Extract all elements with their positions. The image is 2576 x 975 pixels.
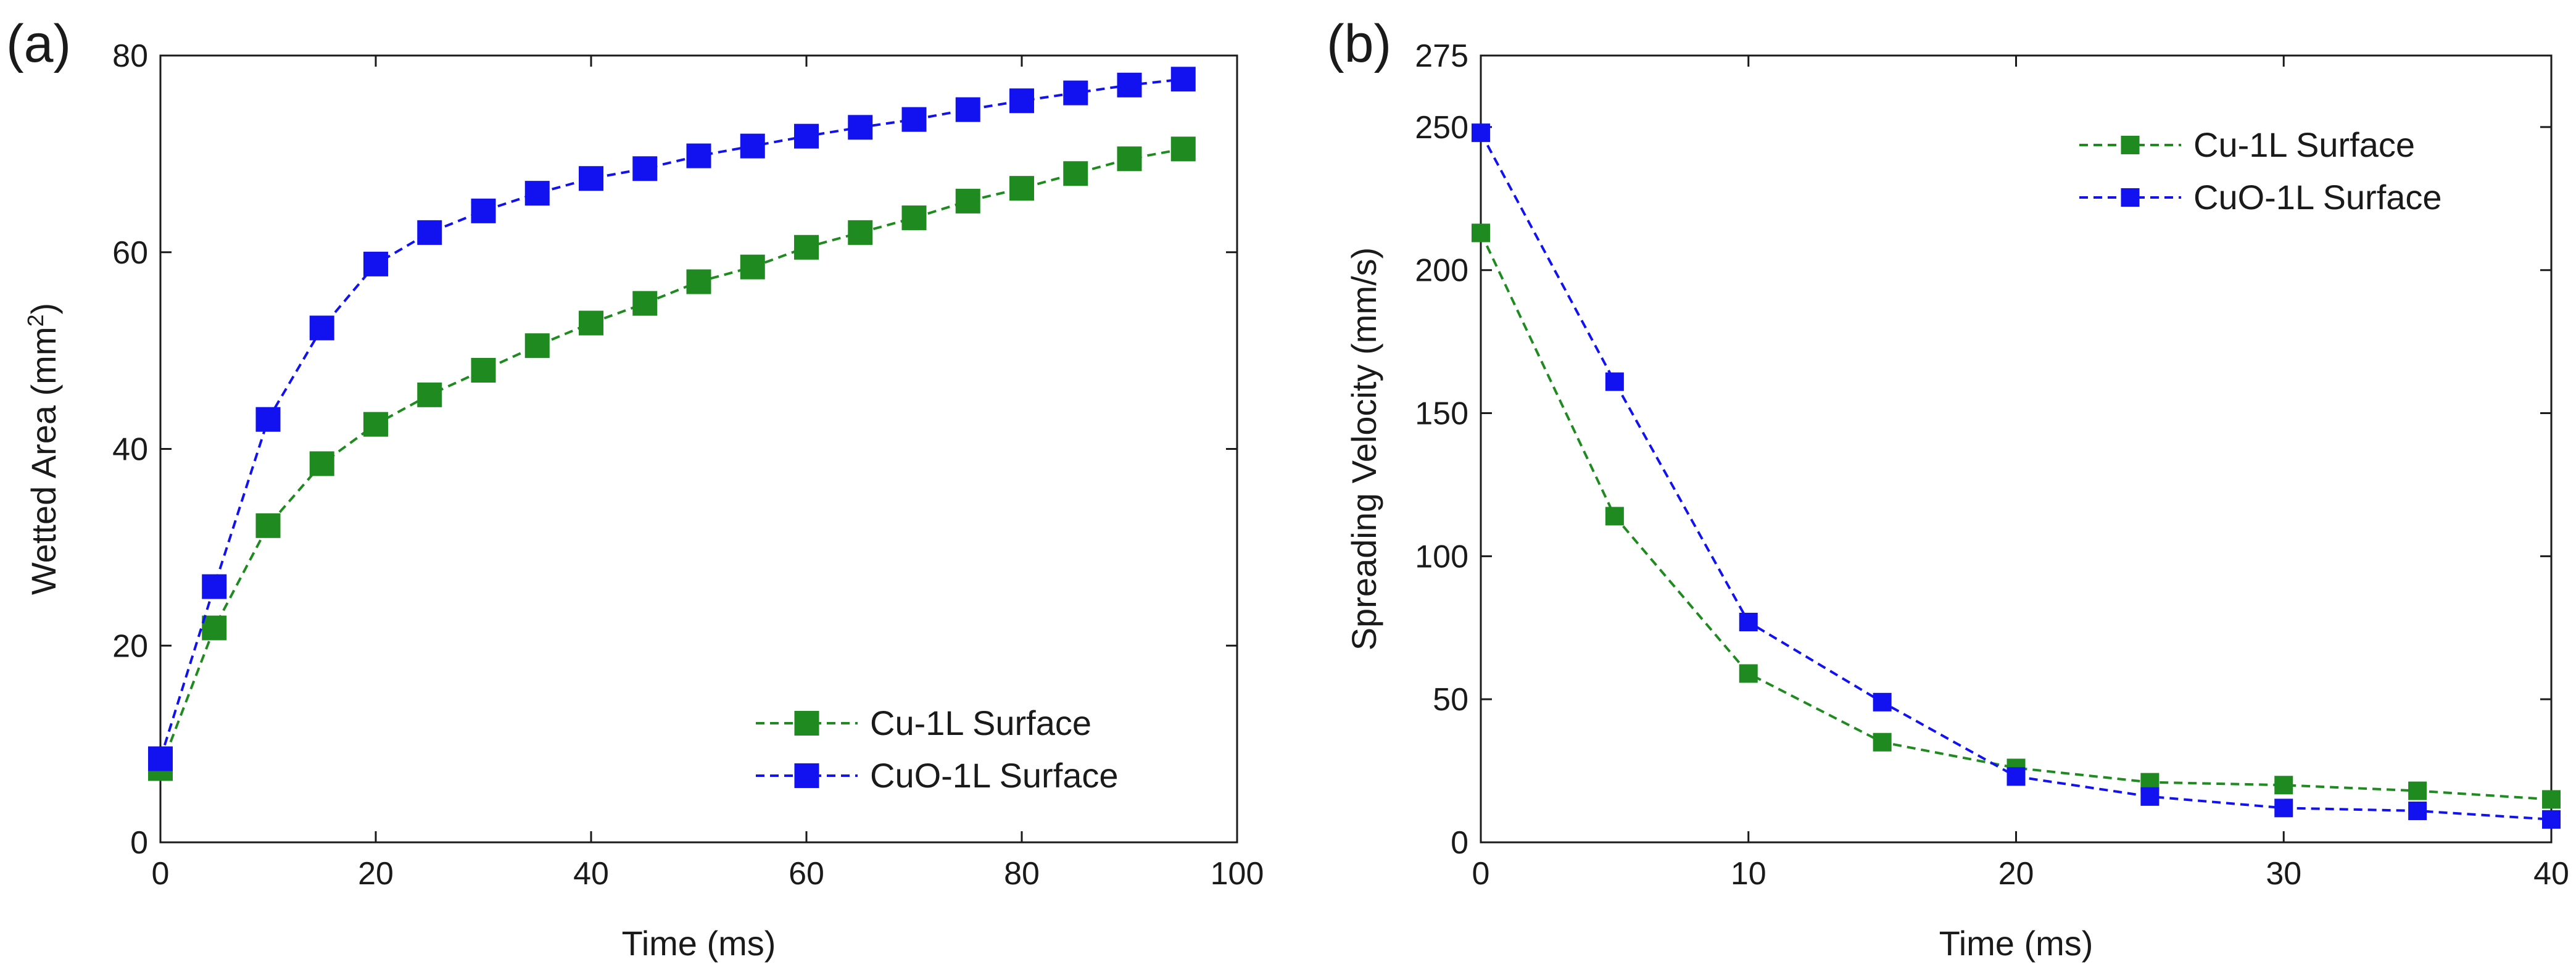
y-tick-label: 250 xyxy=(1415,110,1468,146)
data-point-series-1 xyxy=(1472,223,1490,243)
panel-b: (b) 0 10 20 30 40 0 50 100 150 200 250 275 Time (ms) S… xyxy=(1327,14,2569,963)
data-point-series-1 xyxy=(524,333,550,359)
data-point-series-1 xyxy=(1873,732,1892,752)
x-tick-label: 40 xyxy=(2533,856,2569,892)
data-point-series-2 xyxy=(901,107,927,132)
data-point-series-2 xyxy=(632,156,658,181)
data-point-series-1 xyxy=(255,513,281,538)
panel-label: (a) xyxy=(6,14,71,73)
data-point-series-2 xyxy=(1063,80,1088,106)
data-point-series-1 xyxy=(309,451,334,476)
data-point-series-2 xyxy=(524,181,550,206)
x-tick-label: 100 xyxy=(1211,856,1264,892)
data-point-series-2 xyxy=(848,115,873,140)
y-tick-label: 200 xyxy=(1415,253,1468,289)
data-point-series-1 xyxy=(901,205,927,230)
data-point-series-2 xyxy=(686,143,711,168)
x-tick-label: 20 xyxy=(1998,856,2034,892)
data-point-series-1 xyxy=(417,382,442,407)
y-tick-label: 20 xyxy=(112,628,148,664)
x-tick-label: 30 xyxy=(2266,856,2301,892)
data-point-series-2 xyxy=(363,251,388,276)
data-point-series-2 xyxy=(1739,613,1758,631)
data-point-series-2 xyxy=(417,220,442,245)
data-point-series-1 xyxy=(794,234,819,260)
data-point-series-2 xyxy=(2007,767,2026,786)
data-point-series-2 xyxy=(955,97,980,122)
data-point-series-1 xyxy=(471,358,496,383)
x-tick-label: 20 xyxy=(358,856,394,892)
data-point-series-2 xyxy=(1472,123,1490,143)
data-point-series-2 xyxy=(794,123,819,149)
data-point-series-2 xyxy=(2408,802,2427,820)
data-point-series-2 xyxy=(1873,692,1892,712)
data-point-series-1 xyxy=(1605,507,1624,526)
data-point-series-2 xyxy=(1170,67,1196,92)
data-point-series-1 xyxy=(2408,781,2427,800)
data-point-series-1 xyxy=(1170,136,1196,162)
panel-label: (b) xyxy=(1327,14,1391,73)
legend-label: CuO-1L Surface xyxy=(870,756,1119,795)
data-point-series-2 xyxy=(579,166,603,191)
y-axis-title: Wetted Area (mm2) xyxy=(23,303,64,595)
data-point-series-1 xyxy=(1117,146,1142,172)
y-tick-label: 275 xyxy=(1415,38,1468,74)
y-tick-label: 80 xyxy=(112,38,148,74)
data-point-series-1 xyxy=(1739,664,1758,683)
x-axis-title: Time (ms) xyxy=(622,924,776,963)
legend-marker xyxy=(2121,136,2140,154)
data-point-series-2 xyxy=(148,746,173,771)
y-axis-title: Spreading Velocity (mm/s) xyxy=(1344,247,1383,651)
data-point-series-1 xyxy=(2274,776,2293,795)
series-line-1 xyxy=(1480,232,2552,801)
legend-label: Cu-1L Surface xyxy=(870,703,1091,742)
data-point-series-2 xyxy=(740,133,765,159)
data-point-series-2 xyxy=(1009,88,1034,114)
legend-label: CuO-1L Surface xyxy=(2193,178,2442,217)
data-point-series-1 xyxy=(1063,161,1088,186)
data-point-series-2 xyxy=(2274,799,2293,818)
y-tick-label: 100 xyxy=(1415,539,1468,575)
x-tick-label: 10 xyxy=(1731,856,1766,892)
data-point-series-1 xyxy=(686,269,711,294)
x-tick-label: 80 xyxy=(1004,856,1040,892)
x-tick-label: 40 xyxy=(573,856,609,892)
legend-marker xyxy=(2121,188,2140,207)
data-point-series-2 xyxy=(1117,72,1142,98)
data-point-series-1 xyxy=(202,615,227,641)
data-point-series-1 xyxy=(579,310,603,336)
data-point-series-2 xyxy=(309,315,334,341)
legend-label: Cu-1L Surface xyxy=(2193,125,2415,164)
panel-a: (a) 0 20 40 60 80 100 0 20 40 60 80 Time (ms) Wetted … xyxy=(6,14,1264,963)
x-tick-label: 0 xyxy=(1472,856,1490,892)
data-point-series-1 xyxy=(740,254,765,280)
y-tick-label: 0 xyxy=(1451,825,1468,861)
data-point-series-2 xyxy=(471,198,496,223)
data-point-series-1 xyxy=(848,220,873,245)
data-point-series-1 xyxy=(2542,790,2561,809)
data-point-series-1 xyxy=(363,412,388,437)
data-point-series-1 xyxy=(632,291,658,316)
y-tick-label: 60 xyxy=(112,235,148,271)
y-tick-label: 50 xyxy=(1433,682,1468,718)
legend-marker xyxy=(794,711,819,736)
y-tick-label: 0 xyxy=(130,825,148,861)
data-point-series-1 xyxy=(955,188,980,214)
x-tick-label: 60 xyxy=(789,856,824,892)
data-point-series-2 xyxy=(255,407,281,432)
data-point-series-2 xyxy=(2140,787,2160,806)
data-point-series-2 xyxy=(1605,372,1624,391)
data-point-series-2 xyxy=(202,574,227,599)
x-tick-label: 0 xyxy=(152,856,170,892)
x-axis-title: Time (ms) xyxy=(1939,924,2094,963)
y-tick-label: 150 xyxy=(1415,396,1468,432)
legend-marker xyxy=(794,763,819,788)
data-point-series-1 xyxy=(1009,176,1034,201)
data-point-series-2 xyxy=(2542,810,2561,829)
y-tick-label: 40 xyxy=(112,432,148,468)
plot-frame xyxy=(1480,54,2553,844)
series-line-2 xyxy=(1480,132,2552,821)
